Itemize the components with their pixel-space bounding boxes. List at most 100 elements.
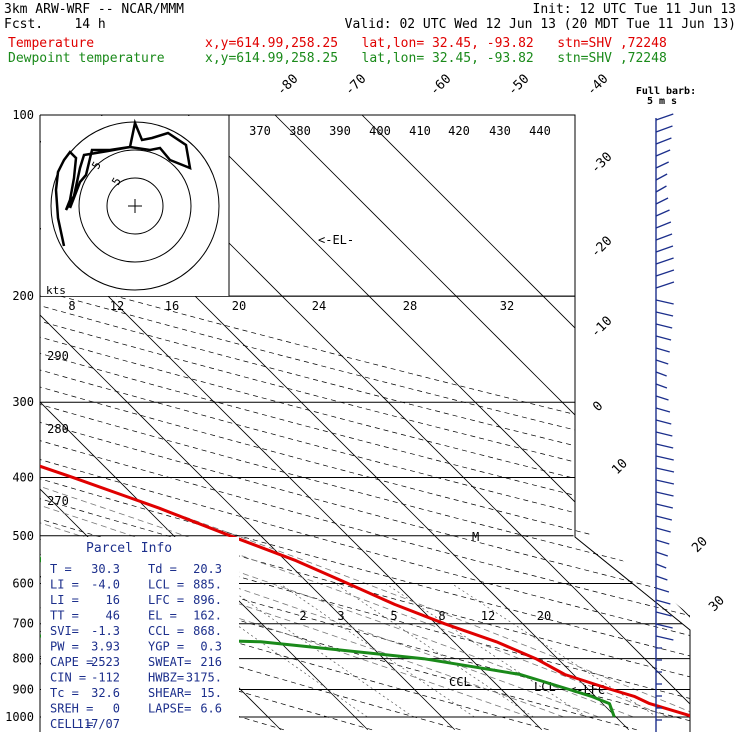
wind-barb [655, 323, 673, 329]
wind-barb [655, 149, 671, 157]
temperature-profile [40, 115, 690, 719]
parcel-info-cell: 46 [106, 609, 120, 623]
wind-barb [655, 383, 668, 389]
mixing-ratio-label: 8 [438, 609, 445, 623]
wind-barb [655, 611, 672, 617]
parcel-info-cell: 896. [193, 593, 222, 607]
pressure-tick-label: 600 [12, 576, 34, 590]
mixing-ratio-label: 2 [299, 609, 306, 623]
mixing-ratio-label: 3 [337, 609, 344, 623]
mixing-ratio-label: 28 [403, 299, 417, 313]
theta-label: 420 [448, 124, 470, 138]
theta-label: 400 [369, 124, 391, 138]
wind-barb [655, 419, 672, 425]
theta-label: 430 [489, 124, 511, 138]
parcel-info-cell: 885. [193, 578, 222, 592]
temperature-location: x,y=614.99,258.25 lat,lon= 32.45, -93.82… [205, 36, 667, 51]
wind-barb [655, 221, 672, 229]
wind-barb [655, 257, 674, 265]
wind-barb [655, 443, 674, 449]
pressure-tick-label: 500 [12, 529, 34, 543]
wind-barb [655, 371, 667, 377]
wind-barb [655, 587, 670, 593]
wind-barb [655, 347, 670, 353]
parcel-info-cell: Tc = [50, 686, 79, 700]
wind-barb [655, 599, 671, 605]
parcel-info-cell: 32.6 [91, 686, 120, 700]
parcel-info-cell: TT = [50, 609, 79, 623]
wind-barb [655, 125, 673, 133]
wind-barb [655, 359, 669, 365]
wind-barb [655, 173, 668, 181]
parcel-info-cell: YGP = [148, 640, 184, 654]
parcel-info-cell: LAPSE= [148, 702, 191, 716]
wind-barb [655, 113, 674, 121]
parcel-info-cell: T = [50, 562, 72, 576]
dewpoint-profile [40, 115, 616, 718]
hodograph-ring [78, 149, 192, 263]
init-time: Init: 12 UTC Tue 11 Jun 13 [532, 2, 737, 17]
parcel-info-cell: 0.3 [200, 640, 222, 654]
model-title: 3km ARW-WRF -- NCAR/MMM [4, 2, 185, 17]
wind-barb [655, 431, 673, 437]
wind-barb [655, 161, 669, 169]
theta-label: 290 [47, 349, 69, 363]
parcel-info-cell: 0 [113, 702, 120, 716]
parcel-info-cell: SREH = [50, 702, 93, 716]
wind-barb [655, 335, 672, 341]
isotherm-label: -30 [588, 150, 615, 177]
isotherm-label: -80 [274, 72, 301, 99]
level-marker: M [472, 530, 479, 544]
mixing-ratio-label: 20 [232, 299, 246, 313]
wind-barb [655, 551, 668, 557]
parcel-info-cell: HWBZ= [148, 671, 184, 685]
parcel-info-cell: 15. [200, 686, 222, 700]
parcel-info-cell: 3175. [186, 671, 222, 685]
parcel-info-cell: SVI= [50, 624, 79, 638]
isotherm-label: -60 [427, 72, 454, 99]
wind-barb [655, 311, 674, 317]
parcel-info-cell: CCL = [148, 624, 184, 638]
wind-barbs [655, 113, 675, 732]
pressure-tick-label: 300 [12, 395, 34, 409]
mixing-ratio-label: 32 [500, 299, 514, 313]
barb-legend-unit: 5 m s [647, 96, 677, 107]
level-marker: <-EL- [318, 233, 354, 247]
parcel-info-cell: 16 [106, 593, 120, 607]
pressure-tick-label: 100 [12, 108, 34, 122]
forecast-hour: Fcst. 14 h [4, 17, 106, 32]
parcel-info-cell: LCL = [148, 578, 184, 592]
wind-barb [655, 635, 674, 641]
pressure-tick-label: 700 [12, 617, 34, 631]
theta-label: 280 [47, 422, 69, 436]
dewpoint-legend: Dewpoint temperature [8, 51, 165, 66]
theta-label: 440 [529, 124, 551, 138]
parcel-info-cell: 162. [193, 609, 222, 623]
pressure-tick-label: 900 [12, 682, 34, 696]
wind-barb [655, 467, 675, 473]
parcel-info-cell: 3.93 [91, 640, 120, 654]
wind-barb [655, 281, 675, 289]
wind-barb [655, 269, 675, 277]
mixing-ratio-label: 20 [537, 609, 551, 623]
pressure-tick-label: 200 [12, 289, 34, 303]
wind-barb [655, 527, 671, 533]
parcel-info-cell: EL = [148, 609, 177, 623]
parcel-info-cell: 6.6 [200, 702, 222, 716]
wind-barb [655, 479, 675, 485]
isotherm-label: -70 [342, 72, 369, 99]
pressure-tick-label: 400 [12, 470, 34, 484]
mixing-ratio-label: 24 [312, 299, 326, 313]
wind-barb [655, 623, 673, 629]
parcel-info-cell: -4.0 [91, 578, 120, 592]
barb-legend-title: Full barb: [636, 86, 696, 97]
temperature-legend: Temperature [8, 36, 95, 51]
isotherm-label: 30 [706, 593, 728, 615]
parcel-info-cell: 868. [193, 624, 222, 638]
wind-barb [655, 395, 669, 401]
parcel-info-cell: SWEAT= [148, 655, 191, 669]
level-marker: CCL [449, 675, 471, 689]
wind-barb [655, 197, 669, 205]
parcel-info-cell: -112 [91, 671, 120, 685]
hodograph-ring [106, 177, 164, 235]
